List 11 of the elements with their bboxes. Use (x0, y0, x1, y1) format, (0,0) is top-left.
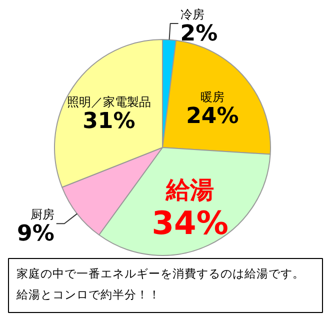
text: 家庭の中で一番エネルギーを消費するのは給湯です。給湯とコンロで約半分！！ (16, 266, 304, 302)
data-label: 24% (186, 104, 239, 130)
data-label: 2% (180, 22, 218, 47)
slice-label: 暖房 (200, 90, 224, 104)
data-label: 9% (17, 222, 54, 247)
slice-label: 冷房 (180, 8, 204, 22)
slice-label: 厨房 (30, 208, 54, 222)
data-label: 34% (152, 204, 228, 242)
slice-label: 照明／家電製品 (66, 95, 151, 110)
data-label: 31% (82, 109, 136, 134)
slice-label: 給湯 (165, 176, 214, 204)
